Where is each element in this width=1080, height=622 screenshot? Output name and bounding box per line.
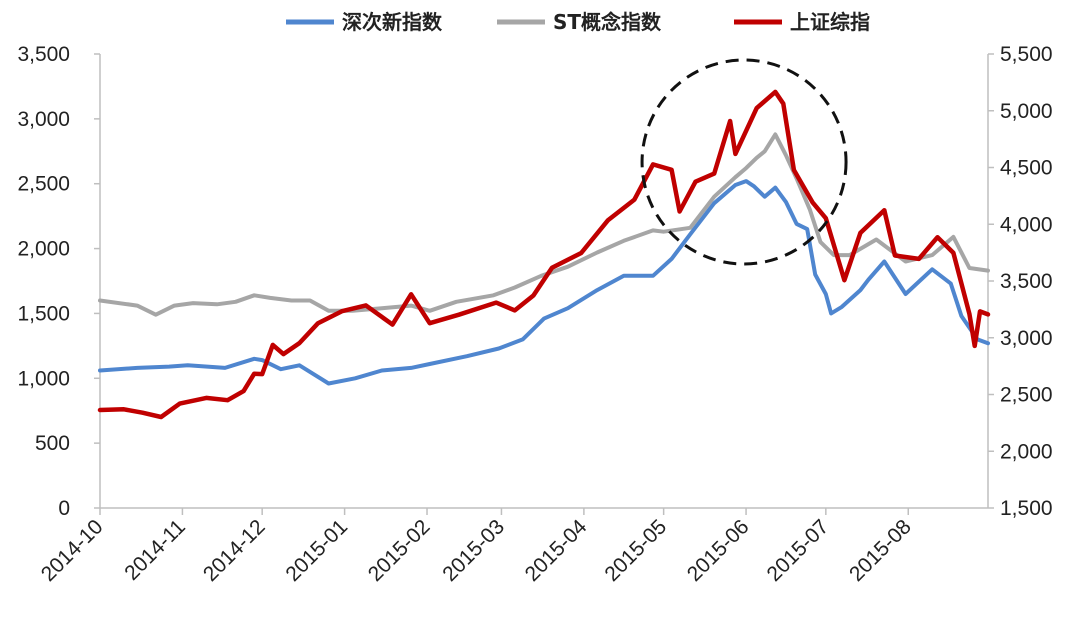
legend-label: 上证综指 xyxy=(790,10,870,34)
right-tick-label: 4,500 xyxy=(1000,157,1053,180)
legend-label: 深次新指数 xyxy=(342,10,443,34)
legend: 深次新指数 ST概念指数 上证综指 xyxy=(286,10,870,34)
x-tick-label: 2015-04 xyxy=(521,515,592,586)
x-tick-label: 2015-08 xyxy=(845,515,916,586)
x-tick-label: 2014-12 xyxy=(199,515,270,586)
right-tick-label: 3,500 xyxy=(1000,270,1053,293)
left-tick-label: 500 xyxy=(35,432,70,455)
series-line-2 xyxy=(98,132,990,317)
left-axis-ticks: 0 500 1,000 1,500 2,000 2,500 3,000 3,500 xyxy=(17,43,100,520)
left-tick-label: 1,000 xyxy=(17,367,70,390)
left-tick-label: 3,000 xyxy=(17,108,70,131)
x-tick-label: 2015-05 xyxy=(600,515,671,586)
left-tick-label: 2,500 xyxy=(17,173,70,196)
right-axis-ticks: 1,500 2,000 2,500 3,000 3,500 4,000 4,500 5,000… xyxy=(988,43,1053,520)
x-tick-label: 2014-10 xyxy=(37,515,108,586)
right-tick-label: 4,000 xyxy=(1000,213,1053,236)
left-tick-label: 0 xyxy=(58,497,70,520)
left-tick-label: 1,500 xyxy=(17,302,70,325)
left-tick-label: 2,000 xyxy=(17,238,70,261)
series-line-1 xyxy=(98,179,990,386)
x-tick-label: 2015-03 xyxy=(438,515,509,586)
series-line-3 xyxy=(97,89,991,420)
left-tick-label: 3,500 xyxy=(17,43,70,66)
right-tick-label: 3,000 xyxy=(1000,327,1053,350)
x-axis-ticks: 2014-10 2014-11 2014-12 2015-01 2015-02 2015-… xyxy=(37,508,916,586)
right-tick-label: 2,500 xyxy=(1000,384,1053,407)
x-tick-label: 2015-06 xyxy=(683,515,754,586)
x-tick-label: 2015-01 xyxy=(281,515,352,586)
right-tick-label: 1,500 xyxy=(1000,497,1053,520)
right-tick-label: 5,500 xyxy=(1000,43,1053,66)
x-tick-label: 2014-11 xyxy=(120,515,190,585)
x-tick-label: 2015-07 xyxy=(763,515,834,586)
right-tick-label: 2,000 xyxy=(1000,440,1053,463)
legend-label: ST概念指数 xyxy=(553,10,662,34)
series-lines xyxy=(97,89,991,420)
highlight-circle xyxy=(640,58,848,266)
x-tick-label: 2015-02 xyxy=(364,515,435,586)
right-tick-label: 5,000 xyxy=(1000,100,1053,123)
